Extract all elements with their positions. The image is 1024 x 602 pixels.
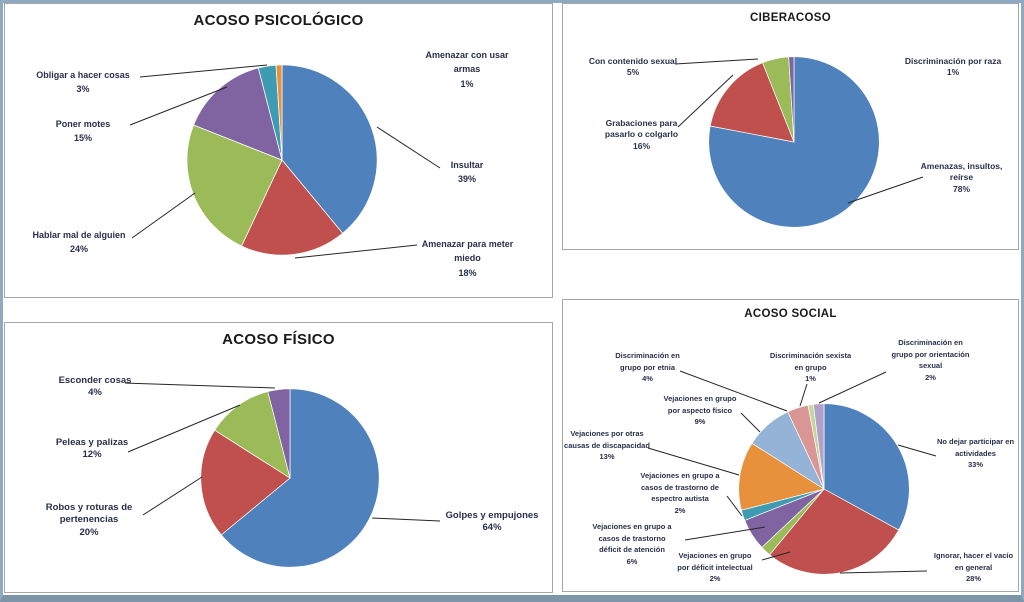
slice-callout-amenazas-insultos: Amenazas, insultos, reírse 78 [914, 161, 1009, 195]
slice-label: No dejar participar en actividades [936, 437, 1015, 458]
chart-title-acoso-social: ACOSO SOCIAL [744, 308, 837, 320]
slice-label: Vejaciones en grupo a casos de trastorno… [592, 522, 672, 555]
slice-label: Obligar a hacer cosas [36, 70, 130, 80]
slice-label: Poner motes [55, 119, 111, 129]
pie-ciberacoso [708, 56, 880, 228]
slice-label: Insultar [450, 160, 484, 170]
slice-label: Ignorar, hacer el vacío en general [933, 551, 1014, 572]
chart-title-acoso-psicologico: ACOSO PSICOLÓGICO [193, 12, 364, 29]
slice-callout-deficit-atencion: Vejaciones en grupo a casos de trastorno… [591, 521, 673, 568]
slice-value: 1 [893, 67, 1013, 78]
slice-value: 28 [931, 573, 1016, 585]
chart-panel-acoso-psicologico: ACOSO PSICOLÓGICO Amenazar con usar arma… [4, 3, 553, 298]
slice-value: 16 [599, 141, 684, 152]
slice-callout-contenido-sexual: Con contenido sexual 5 [573, 56, 693, 79]
slice-value: 18 [415, 266, 520, 280]
slice-value: 2 [888, 372, 973, 384]
slice-label: Discriminación sexista en grupo [769, 351, 852, 372]
slice-label: Vejaciones en grupo por aspecto físico [663, 394, 737, 415]
pie-acoso-psicologico [186, 64, 378, 256]
pie-slice [281, 64, 378, 234]
slice-label: Vejaciones por otras causas de discapaci… [564, 429, 650, 450]
slice-callout-obligar: Obligar a hacer cosas 3 [13, 68, 153, 97]
pie-slice [708, 56, 880, 228]
slice-label: Esconder cosas [58, 375, 132, 386]
slice-value: 3 [13, 82, 153, 96]
slice-callout-meter-miedo: Amenazar para meter miedo 18 [415, 237, 520, 280]
slice-value: 9 [661, 416, 739, 428]
chart-title-ciberacoso: CIBERACOSO [750, 12, 831, 24]
slice-label: Peleas y palizas [55, 437, 129, 448]
chart-title-acoso-fisico: ACOSO FÍSICO [222, 331, 335, 348]
slice-callout-esconder: Esconder cosas 4 [35, 375, 155, 400]
pie-slice [267, 388, 291, 479]
slice-value: 2 [674, 573, 756, 585]
slice-label: Amenazar para meter miedo [421, 239, 514, 264]
slice-label: Grabaciones para pasarlo o colgarlo [604, 118, 679, 140]
slice-value: 20 [34, 527, 144, 539]
pie-acoso-social [738, 403, 910, 575]
slice-callout-etnia: Discriminación en grupo por etnia 4 [610, 350, 685, 385]
slice-value: 6 [591, 556, 673, 568]
slice-value: 13 [563, 451, 651, 463]
pie-slice [241, 159, 343, 256]
slice-label: Vejaciones en grupo a casos de trastorno… [640, 471, 720, 504]
slice-callout-insultar: Insultar 39 [417, 158, 517, 187]
pie-slice [812, 403, 825, 490]
slice-label: Amenazas, insultos, reírse [920, 161, 1003, 183]
slice-label: Discriminación por raza [904, 56, 1002, 66]
slice-value: 64 [432, 522, 552, 534]
slice-label: Discriminación en grupo por orientación … [891, 338, 970, 371]
slice-value: 33 [933, 459, 1018, 471]
pie-slice [220, 388, 380, 568]
slice-callout-robos: Robos y roturas de pertenencias 20 [34, 502, 144, 539]
chart-panel-ciberacoso: CIBERACOSO Con contenido sexual 5 Grabac… [562, 3, 1019, 250]
chart-panel-acoso-fisico: ACOSO FÍSICO Esconder cosas 4 Peleas y p… [4, 322, 553, 593]
slice-label: Hablar mal de alguien [32, 230, 126, 240]
slice-value: 4 [610, 373, 685, 385]
slice-callout-deficit-intelectual: Vejaciones en grupo por déficit intelect… [674, 550, 756, 585]
slice-callout-discapacidad: Vejaciones por otras causas de discapaci… [563, 428, 651, 463]
slice-value: 24 [14, 242, 144, 256]
slice-callout-no-dejar-participar: No dejar participar en actividades 33 [933, 436, 1018, 471]
slice-label: Discriminación en grupo por etnia [615, 351, 680, 372]
chart-panel-acoso-social: ACOSO SOCIAL Discriminación en grupo por… [562, 299, 1019, 592]
slice-value: 2 [639, 505, 721, 517]
slice-value: 39 [417, 172, 517, 186]
slice-label: Golpes y empujones [445, 510, 539, 521]
slice-label: Amenazar con usar armas [425, 50, 509, 75]
slice-callout-aspecto-fisico: Vejaciones en grupo por aspecto físico 9 [661, 393, 739, 428]
slice-callout-orientacion-sexual: Discriminación en grupo por orientación … [888, 337, 973, 384]
slice-callout-sexista: Discriminación sexista en grupo 1 [768, 350, 853, 385]
slice-callout-grabaciones: Grabaciones para pasarlo o colgarlo 16 [599, 118, 684, 152]
slice-callout-raza: Discriminación por raza 1 [893, 56, 1013, 79]
slice-value: 78 [914, 184, 1009, 195]
slice-callout-ignorar: Ignorar, hacer el vacío en general 28 [931, 550, 1016, 585]
pie-slice [769, 488, 900, 575]
slice-label: Robos y roturas de pertenencias [45, 502, 133, 526]
pie-slice [823, 403, 910, 531]
slice-value: 1 [768, 373, 853, 385]
slice-value: 4 [35, 387, 155, 399]
slice-label: Con contenido sexual [588, 56, 678, 66]
slice-value: 1 [417, 77, 517, 91]
slice-label: Vejaciones en grupo por déficit intelect… [677, 551, 753, 572]
slice-callout-espectro-autista: Vejaciones en grupo a casos de trastorno… [639, 470, 721, 517]
slice-callout-poner-motes: Poner motes 15 [23, 117, 143, 146]
slice-value: 5 [573, 67, 693, 78]
slice-callout-hablar-mal: Hablar mal de alguien 24 [14, 228, 144, 257]
slice-callout-peleas: Peleas y palizas 12 [32, 437, 152, 462]
slice-value: 12 [32, 449, 152, 461]
pie-slice [788, 56, 795, 143]
pie-acoso-fisico [200, 388, 380, 568]
slice-callout-amenazar-armas: Amenazar con usar armas 1 [417, 48, 517, 91]
pie-slice [275, 64, 283, 161]
slice-value: 15 [23, 131, 143, 145]
slice-callout-golpes: Golpes y empujones 64 [432, 510, 552, 535]
